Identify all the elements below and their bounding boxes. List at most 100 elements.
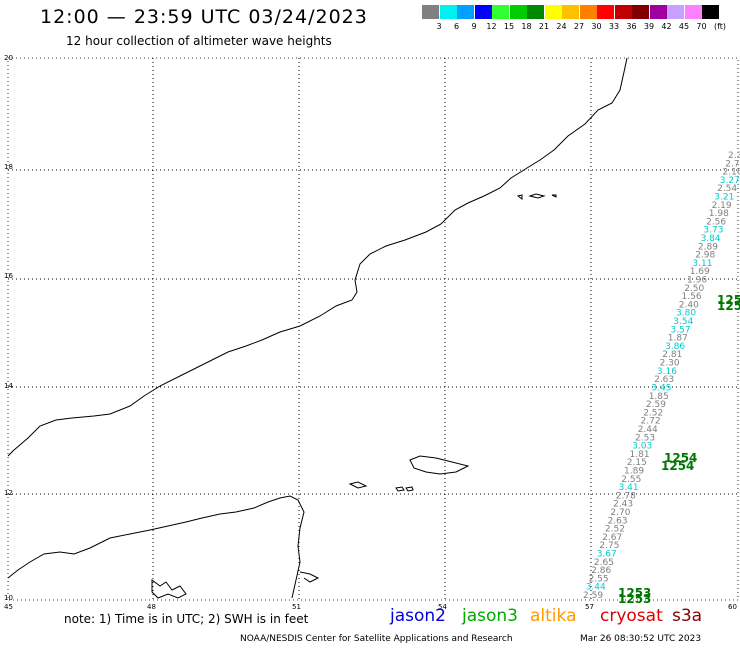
latitude-tick: 20 [4,54,13,62]
pass-time-label: 125 [717,299,740,313]
latitude-tick: 14 [4,382,13,390]
colorbar-tick-label: 70 [696,22,707,31]
colorbar-swatch [562,5,579,19]
colorbar-tick-label: 3 [436,22,442,31]
map-subtitle: 12 hour collection of altimeter wave hei… [66,34,332,48]
satellite-legend-s3a: s3a [672,606,703,626]
swh-value: 2.15 [627,458,647,468]
swh-value: 2.35 [728,151,740,161]
longitude-tick: 60 [728,603,737,611]
pass-time-label: 1254 [661,459,694,473]
colorbar-swatch [667,5,684,19]
colorbar-swatch [439,5,457,19]
swh-value: 3.03 [632,442,652,452]
plot-frame [7,57,739,601]
colorbar-tick-label: 27 [573,22,585,31]
colorbar-tick-label: 15 [503,22,515,31]
swh-value: 3.45 [651,384,671,394]
arabian-coastline [7,57,628,457]
swh-value: 2.50 [684,284,704,294]
colorbar-swatch [579,5,597,19]
swh-value: 2.67 [602,533,622,543]
pass-time-label: 1254 [664,451,697,465]
latitude-tick: 18 [4,163,13,171]
swh-value: 1.69 [690,267,710,277]
swh-value: 3.67 [597,550,617,560]
swh-value: 2.52 [605,525,625,535]
swh-value: 2.59 [646,400,666,410]
colorbar-tick-label: 18 [521,22,532,31]
satellite-legend-cryosat: cryosat [600,606,663,626]
swh-value: 1.98 [709,209,729,219]
yemen-coastline [7,495,305,599]
satellite-legend-jason2: jason2 [390,606,446,626]
swh-value: 3.41 [619,483,639,493]
swh-value: 2.86 [591,566,611,576]
swh-value: 3.57 [671,325,691,335]
colorbar-tick-label: 33 [608,22,620,31]
colorbar-swatch [492,5,509,19]
swh-value: 2.81 [662,350,682,360]
credit-left: NOAA/NESDIS Center for Satellite Applica… [240,634,513,644]
colorbar-swatch [544,5,562,19]
swh-value: 1.87 [668,334,688,344]
colorbar-tick-label: 9 [471,22,477,31]
swh-value: 3.27 [720,176,740,186]
satellite-legend-jason3: jason3 [462,606,518,626]
swh-value: 3.80 [676,309,696,319]
colorbar-swatch [702,5,719,19]
pass-time-label: 1253 [618,592,651,606]
swh-value: 3.54 [673,317,693,327]
credit-right: Mar 26 08:30:52 UTC 2023 [580,634,702,644]
colorbar-swatch [597,5,614,19]
satellite-legend-altika: altika [530,606,577,626]
colorbar-tick-label: 30 [591,22,602,31]
swh-value: 3.16 [657,367,677,377]
swh-value: 2.72 [641,417,661,427]
swh-value: 2.16 [723,168,740,178]
colorbar-tick-label: 39 [643,22,655,31]
colorbar-swatch [422,5,439,19]
map-title: 12:00 — 23:59 UTC 03/24/2023 [40,6,368,28]
longitude-tick: 54 [438,603,447,611]
longitude-tick: 57 [585,603,594,611]
swh-value: 1.56 [682,292,702,302]
swh-value: 1.89 [624,467,644,477]
latitude-tick: 10 [4,594,13,602]
pass-time-label: 1253 [618,586,651,600]
swh-value: 2.43 [613,500,633,510]
colorbar-swatch [474,5,492,19]
swh-value: 2.30 [660,359,680,369]
swh-value: 3.21 [714,193,734,203]
swh-value: 2.44 [638,425,658,435]
longitude-tick: 48 [147,603,156,611]
latitude-tick: 16 [4,272,13,280]
swh-value: 2.19 [712,201,732,211]
shoreline-detail [151,579,187,599]
colorbar-tick-label: 42 [661,22,672,31]
swh-value: 3.11 [692,259,712,269]
swh-value: 2.54 [717,184,737,194]
swh-value: 1.85 [649,392,669,402]
islet-c [405,486,414,492]
swh-value: 2.40 [679,300,699,310]
swh-value: 2.65 [594,558,614,568]
colorbar-tick-label: 24 [556,22,567,31]
colorbar-tick-label: 21 [538,22,550,31]
swh-value: 2.75 [599,541,619,551]
colorbar-swatch [632,5,649,19]
swh-value: 2.52 [643,408,663,418]
somalia-coastline-fragment [299,571,320,583]
swh-value: 2.78 [616,491,636,501]
swh-value: 2.70 [610,508,630,518]
swh-value: 2.63 [608,516,628,526]
longitude-tick: 51 [292,603,301,611]
coastline [7,57,628,599]
colorbar-swatch [527,5,544,19]
colorbar-tick-label: 6 [453,22,460,31]
swh-value: 3.44 [586,583,606,593]
pass-time-label: 125 [717,293,740,307]
swh-value: 2.59 [583,591,603,601]
